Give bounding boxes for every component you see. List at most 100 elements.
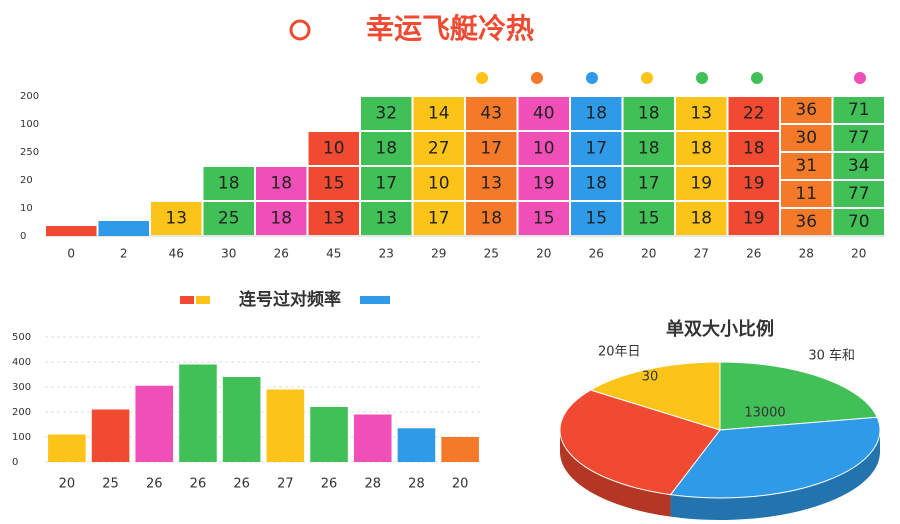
cell-value: 14 — [428, 104, 450, 124]
y-tick-label: 500 — [12, 332, 31, 343]
bar — [48, 434, 86, 462]
y-label: 100 — [20, 119, 39, 130]
cell-value: 10 — [533, 139, 555, 159]
cell-value: 32 — [375, 104, 397, 124]
cell — [676, 97, 727, 130]
x-tick-label: 46 — [169, 247, 184, 261]
pie-annotation: 30 车和 — [808, 348, 855, 364]
cell — [466, 132, 517, 165]
cell-value: 34 — [848, 156, 870, 176]
cell-value: 18 — [690, 209, 712, 229]
bar-title: 连号过对频率 — [239, 289, 341, 310]
y-label: 0 — [20, 231, 26, 242]
x-tick-label: 20 — [536, 247, 551, 261]
cell-value: 17 — [480, 139, 502, 159]
cell — [256, 167, 307, 200]
cell-value: 77 — [848, 184, 870, 204]
x-tick-label: 26 — [589, 247, 604, 261]
cell-value: 15 — [585, 209, 607, 229]
x-tick-label: 28 — [408, 477, 425, 492]
cell — [413, 202, 464, 235]
cell-value: 15 — [638, 209, 660, 229]
cell — [781, 153, 832, 179]
cell-value: 70 — [848, 212, 870, 232]
cell — [623, 97, 674, 130]
cell-value: 19 — [743, 209, 765, 229]
cell — [308, 167, 359, 200]
pie-side — [560, 430, 671, 517]
cell-value: 13 — [323, 209, 345, 229]
cell-value: 19 — [743, 174, 765, 194]
cell-value: 13 — [690, 104, 712, 124]
cell-value: 71 — [848, 100, 870, 120]
x-tick-label: 27 — [277, 477, 294, 492]
cell-value: 18 — [375, 139, 397, 159]
x-tick-label: 26 — [274, 247, 289, 261]
cell-value: 18 — [638, 139, 660, 159]
pie-annotation: 30 — [642, 370, 659, 385]
x-tick-label: 30 — [221, 247, 236, 261]
cell — [676, 132, 727, 165]
cell — [256, 202, 307, 235]
y-tick-label: 400 — [12, 357, 31, 368]
cell-value: 13 — [375, 209, 397, 229]
cell — [308, 132, 359, 165]
cell-value: 18 — [585, 104, 607, 124]
x-tick-label: 26 — [321, 477, 338, 492]
stub-bar — [46, 226, 97, 236]
pie-slice — [559, 389, 721, 496]
cell — [203, 202, 254, 235]
cell — [466, 202, 517, 235]
pie-annotation: 20年日 — [598, 345, 641, 360]
x-tick-label: 20 — [851, 247, 866, 261]
x-tick-label: 0 — [67, 247, 75, 261]
cell — [518, 167, 569, 200]
cell-value: 10 — [323, 139, 345, 159]
pie-title: 单双大小比例 — [666, 318, 774, 340]
cell — [728, 97, 779, 130]
x-tick-label: 20 — [641, 247, 656, 261]
cell-value: 17 — [638, 174, 660, 194]
bar — [135, 385, 174, 462]
cell-value: 18 — [743, 139, 765, 159]
y-tick-label: 300 — [12, 382, 31, 393]
cell — [518, 97, 569, 130]
cell — [361, 132, 412, 165]
cell — [361, 97, 412, 130]
cell-value: 18 — [270, 174, 292, 194]
cell — [466, 97, 517, 130]
cell-value: 43 — [480, 104, 502, 124]
cell-value: 17 — [585, 139, 607, 159]
legend-swatch — [196, 296, 210, 304]
cell — [676, 167, 727, 200]
cell-value: 36 — [795, 212, 817, 232]
bar — [310, 407, 348, 462]
pie-slice — [719, 361, 878, 431]
cell — [413, 132, 464, 165]
cell-value: 27 — [428, 139, 450, 159]
cell-value: 18 — [218, 174, 240, 194]
legend-swatch — [360, 296, 390, 304]
x-tick-label: 26 — [190, 477, 207, 492]
pie-side — [670, 430, 880, 520]
x-tick-label: 25 — [484, 247, 499, 261]
x-tick-label: 28 — [799, 247, 814, 261]
cell-value: 13 — [480, 174, 502, 194]
bar — [179, 364, 217, 462]
cell-value: 15 — [323, 174, 345, 194]
y-tick-label: 200 — [12, 407, 31, 418]
x-tick-label: 28 — [364, 477, 381, 492]
x-tick-label: 20 — [452, 477, 469, 492]
x-tick-label: 25 — [102, 477, 119, 492]
cell — [571, 132, 622, 165]
cell-value: 18 — [638, 104, 660, 124]
cell — [833, 125, 884, 151]
cell — [361, 202, 412, 235]
bar — [397, 428, 436, 462]
cell-value: 25 — [218, 209, 240, 229]
y-label: 20 — [20, 175, 33, 186]
cell — [571, 202, 622, 235]
cell — [571, 97, 622, 130]
cell — [781, 97, 832, 123]
cell-value: 18 — [690, 139, 712, 159]
